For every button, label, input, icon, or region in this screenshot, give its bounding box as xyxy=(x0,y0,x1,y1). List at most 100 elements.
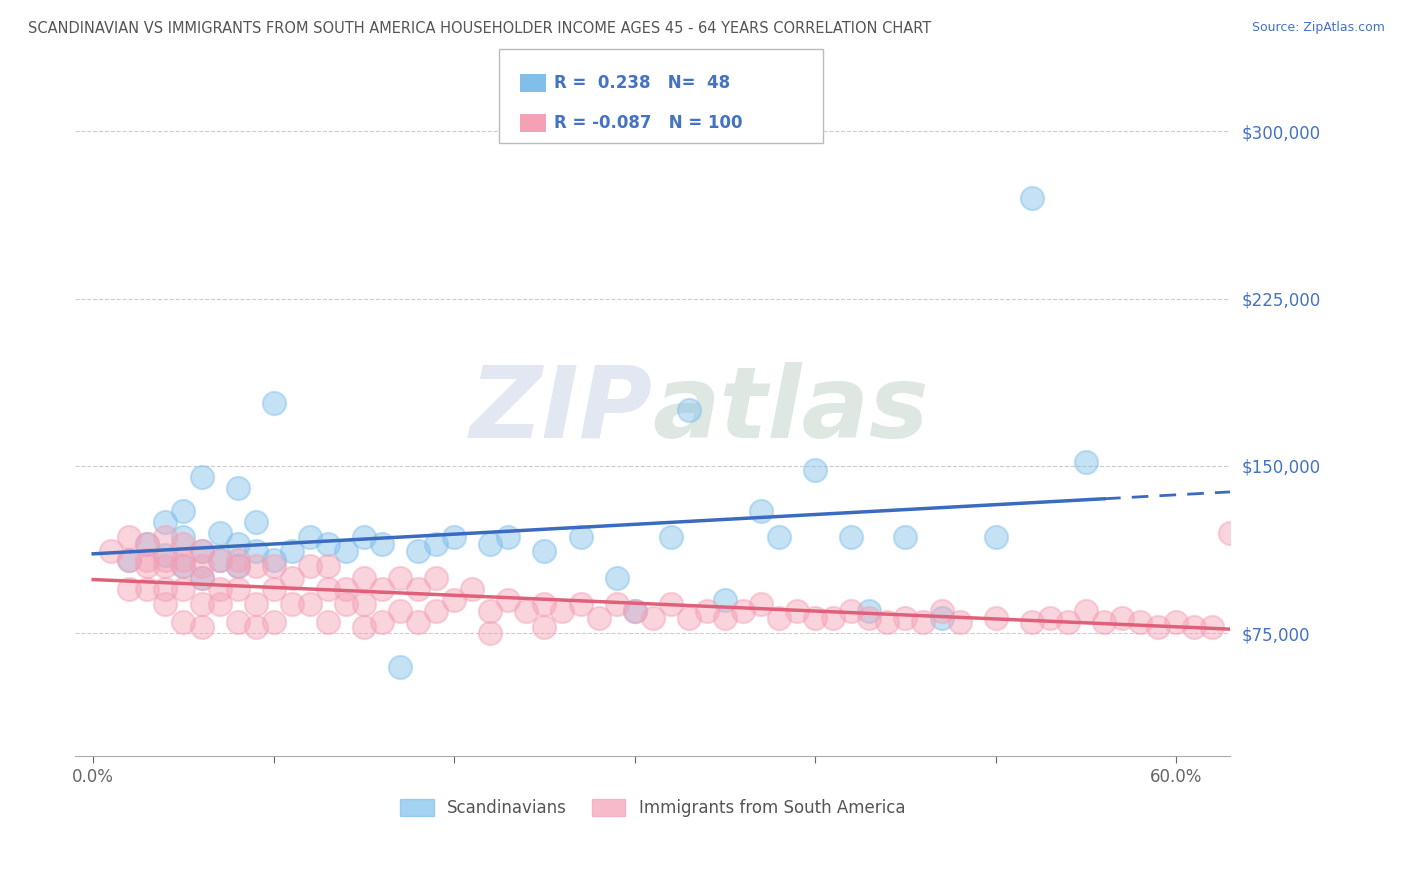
Point xyxy=(984,611,1007,625)
Point xyxy=(172,537,194,551)
Point xyxy=(353,598,375,612)
Point xyxy=(858,611,880,625)
Point xyxy=(823,611,845,625)
Point xyxy=(316,615,339,630)
Point xyxy=(1147,620,1170,634)
Point xyxy=(208,598,231,612)
Point xyxy=(1092,615,1115,630)
Point xyxy=(479,604,502,618)
Point xyxy=(353,531,375,545)
Point xyxy=(714,593,737,607)
Point xyxy=(190,571,212,585)
Text: R =  0.238   N=  48: R = 0.238 N= 48 xyxy=(554,74,730,92)
Point xyxy=(298,531,321,545)
Point xyxy=(1201,620,1223,634)
Point xyxy=(678,403,700,417)
Point xyxy=(1074,454,1097,468)
Point xyxy=(804,463,827,477)
Point xyxy=(136,553,159,567)
Point xyxy=(226,553,249,567)
Point xyxy=(335,582,357,596)
Point xyxy=(208,526,231,541)
Point xyxy=(298,598,321,612)
Text: R = -0.087   N = 100: R = -0.087 N = 100 xyxy=(554,114,742,132)
Point xyxy=(1182,620,1205,634)
Point xyxy=(208,582,231,596)
Point xyxy=(768,531,790,545)
Point xyxy=(353,620,375,634)
Point xyxy=(1021,615,1043,630)
Point xyxy=(190,544,212,558)
Point xyxy=(226,481,249,495)
Point xyxy=(155,515,177,529)
Point xyxy=(155,549,177,563)
Point xyxy=(245,515,267,529)
Point xyxy=(749,598,772,612)
Point xyxy=(316,559,339,574)
Point xyxy=(479,626,502,640)
Point xyxy=(226,559,249,574)
Point xyxy=(606,598,628,612)
Point xyxy=(226,559,249,574)
Point xyxy=(406,544,429,558)
Point xyxy=(172,559,194,574)
Point xyxy=(226,537,249,551)
Point xyxy=(406,582,429,596)
Point xyxy=(263,582,285,596)
Point xyxy=(948,615,970,630)
Point xyxy=(335,598,357,612)
Point xyxy=(281,544,304,558)
Point xyxy=(155,598,177,612)
Point xyxy=(190,544,212,558)
Point xyxy=(208,553,231,567)
Point xyxy=(443,593,465,607)
Point xyxy=(533,544,555,558)
Point xyxy=(659,598,682,612)
Point xyxy=(136,582,159,596)
Point xyxy=(100,544,122,558)
Point xyxy=(118,553,141,567)
Point xyxy=(136,559,159,574)
Point xyxy=(155,531,177,545)
Text: atlas: atlas xyxy=(652,361,929,458)
Point xyxy=(1074,604,1097,618)
Point xyxy=(371,582,394,596)
Point xyxy=(894,531,917,545)
Point xyxy=(118,582,141,596)
Point xyxy=(749,503,772,517)
Point xyxy=(172,503,194,517)
Point xyxy=(281,598,304,612)
Point xyxy=(425,604,447,618)
Point xyxy=(1111,611,1133,625)
Point xyxy=(245,544,267,558)
Point xyxy=(696,604,718,618)
Legend: Scandinavians, Immigrants from South America: Scandinavians, Immigrants from South Ame… xyxy=(394,793,911,824)
Point xyxy=(389,660,412,674)
Point xyxy=(931,611,953,625)
Point xyxy=(208,553,231,567)
Point xyxy=(406,615,429,630)
Point xyxy=(623,604,645,618)
Point xyxy=(316,582,339,596)
Point xyxy=(443,531,465,545)
Point xyxy=(479,537,502,551)
Point xyxy=(931,604,953,618)
Point xyxy=(190,470,212,484)
Point xyxy=(533,620,555,634)
Text: ZIP: ZIP xyxy=(470,361,652,458)
Point xyxy=(731,604,754,618)
Point xyxy=(569,531,592,545)
Point xyxy=(190,559,212,574)
Point xyxy=(263,615,285,630)
Point xyxy=(263,559,285,574)
Point xyxy=(172,531,194,545)
Point xyxy=(281,571,304,585)
Point xyxy=(894,611,917,625)
Point xyxy=(118,553,141,567)
Point xyxy=(623,604,645,618)
Point xyxy=(190,598,212,612)
Point xyxy=(190,620,212,634)
Point xyxy=(172,582,194,596)
Point xyxy=(118,531,141,545)
Point xyxy=(136,537,159,551)
